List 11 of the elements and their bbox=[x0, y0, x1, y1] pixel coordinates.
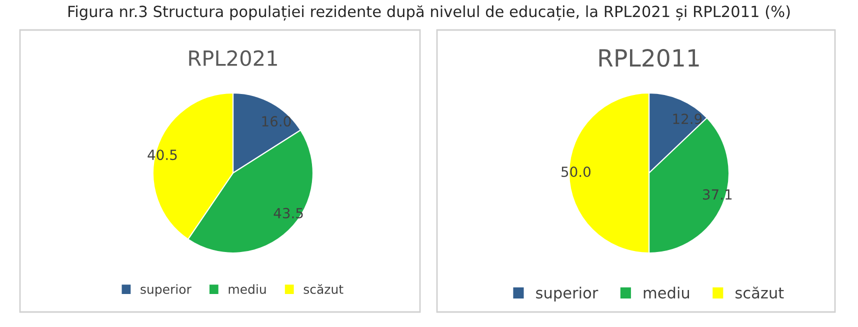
legend-label: superior bbox=[536, 286, 598, 302]
legend-label: mediu bbox=[228, 284, 266, 294]
data-label: 12.9 bbox=[673, 114, 702, 124]
legend-label: mediu bbox=[644, 286, 689, 299]
legend-label: scăzut bbox=[304, 284, 344, 294]
text: Figura nr.3 Structura populației rezidente după nivelul de educație, la RPL2021 și RPL2011 (%) bbox=[68, 5, 790, 21]
chart-title: RPL2021 bbox=[189, 50, 277, 66]
chart-title: RPL2011 bbox=[599, 48, 699, 67]
data-label: 16.0 bbox=[262, 116, 291, 127]
legend-label: scăzut bbox=[736, 286, 784, 299]
legend-label: superior bbox=[140, 284, 192, 296]
